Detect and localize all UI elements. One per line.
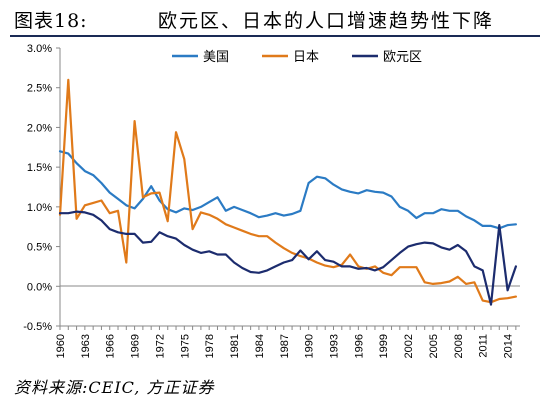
line-chart: -0.5%0.0%0.5%1.0%1.5%2.0%2.5%3.0% 1960 19… bbox=[23, 43, 520, 358]
series-line-0 bbox=[58, 150, 517, 230]
x-tick-label: 2005 bbox=[428, 334, 440, 358]
x-tick-label: 1969 bbox=[130, 334, 142, 358]
source-note: 资料来源:CEIC, 方正证券 bbox=[14, 378, 215, 397]
x-tick-label: 1963 bbox=[80, 334, 92, 358]
x-axis-ticks: 1960 1963 1966 1969 1972 1975 1978 1981 1984 1987… bbox=[55, 326, 517, 358]
chart-legend: 美国 日本 欧元区 bbox=[172, 49, 422, 64]
x-tick-label: 2008 bbox=[453, 334, 465, 358]
y-tick-label: 2.5% bbox=[27, 83, 52, 95]
legend-label: 日本 bbox=[293, 49, 319, 64]
x-tick-label: 1987 bbox=[279, 334, 291, 358]
x-tick-label: 1990 bbox=[304, 334, 316, 358]
y-tick-label: 0.5% bbox=[27, 242, 52, 254]
x-tick-label: 1993 bbox=[329, 334, 341, 358]
x-tick-label: 1960 bbox=[55, 334, 67, 358]
x-tick-label: 1981 bbox=[229, 334, 241, 358]
figure-label: 图表18: bbox=[14, 10, 88, 32]
x-tick-label: 1978 bbox=[204, 334, 216, 358]
series-line-1 bbox=[58, 78, 517, 304]
plot-area: -0.5%0.0%0.5%1.0%1.5%2.0%2.5%3.0% 1960 19… bbox=[23, 43, 520, 358]
y-axis-ticks: -0.5% 0.0% 0.5% 1.0% 1.5% 2.0% 2.5% 3.0% bbox=[23, 43, 60, 333]
x-tick-label: 2002 bbox=[403, 334, 415, 358]
figure-title: 欧元区、日本的人口增速趋势性下降 bbox=[158, 10, 495, 32]
y-tick-label: -0.5% bbox=[23, 321, 52, 333]
legend-label: 美国 bbox=[203, 49, 229, 64]
y-tick-label: 2.0% bbox=[27, 122, 52, 134]
x-tick-label: 1999 bbox=[378, 334, 390, 358]
legend-label: 欧元区 bbox=[383, 49, 422, 64]
x-tick-label: 1966 bbox=[105, 334, 117, 358]
x-tick-label: 1984 bbox=[254, 334, 266, 358]
y-tick-label: 3.0% bbox=[27, 43, 52, 55]
x-tick-label: 1996 bbox=[353, 334, 365, 358]
y-tick-label: 1.5% bbox=[27, 162, 52, 174]
y-tick-label: 0.0% bbox=[27, 281, 52, 293]
y-tick-label: 1.0% bbox=[27, 202, 52, 214]
x-tick-label: 1972 bbox=[154, 334, 166, 358]
series-lines bbox=[58, 78, 517, 306]
header-rule bbox=[10, 35, 540, 37]
series-line-2 bbox=[58, 210, 517, 306]
x-tick-label: 2014 bbox=[503, 334, 515, 358]
figure-header: 图表18: 欧元区、日本的人口增速趋势性下降 bbox=[0, 0, 550, 37]
x-tick-label: 1975 bbox=[179, 334, 191, 358]
x-tick-label: 2011 bbox=[478, 334, 490, 358]
